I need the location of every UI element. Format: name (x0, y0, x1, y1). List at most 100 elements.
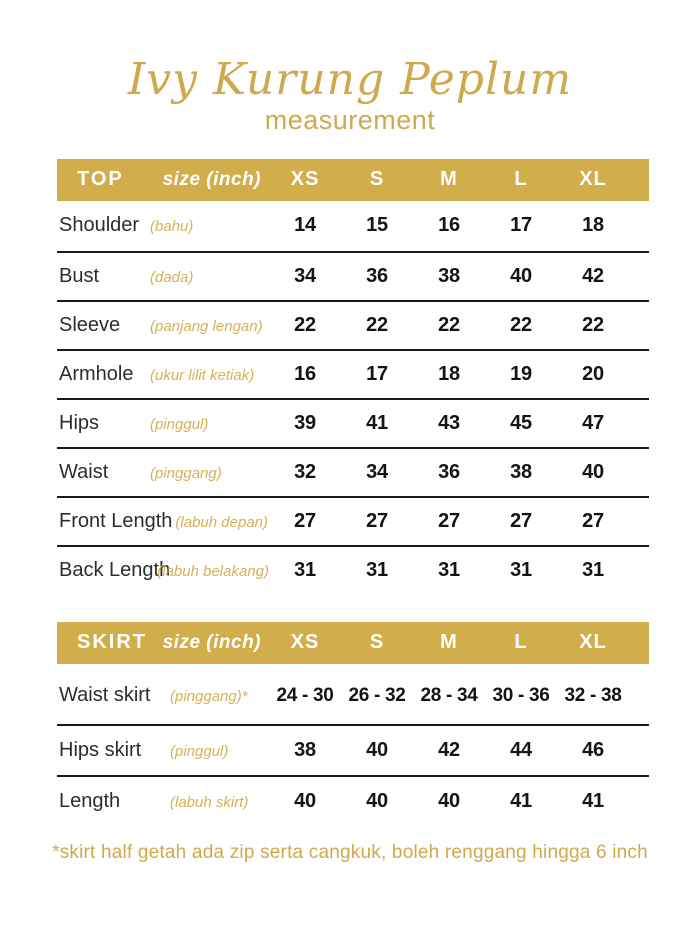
product-title: Ivy Kurung Peplum (127, 54, 573, 105)
size-column-header: M (440, 631, 458, 654)
size-value: 36 (438, 460, 460, 483)
row-label-malay: (pinggang)* (170, 688, 248, 706)
row-label-cell: Shoulder (bahu) (57, 214, 269, 237)
size-value: 41 (366, 411, 388, 434)
row-label: Front Length (59, 509, 173, 532)
size-column-header: XS (290, 631, 320, 654)
size-value: 46 (582, 738, 604, 761)
table-name: SKIRT (77, 631, 147, 654)
size-value: 32 (294, 460, 316, 483)
row-label: Shoulder (59, 214, 140, 237)
size-value: 36 (366, 264, 388, 287)
size-value: 27 (438, 509, 460, 532)
row-label-cell: Length (labuh skirt) (57, 790, 269, 813)
size-chart-sheet: Ivy Kurung Peplum measurement TOP size (… (0, 54, 700, 931)
size-value: 24 - 30 (276, 684, 334, 706)
row-label-malay: (labuh belakang) (157, 562, 269, 580)
size-value: 27 (510, 509, 532, 532)
size-value: 40 (582, 460, 604, 483)
top-table-rows: Shoulder (bahu) 14 15 16 17 18 Bust (dada) 34 36 38… (57, 201, 649, 594)
size-column-header: L (514, 168, 528, 191)
size-column-header: S (369, 168, 385, 191)
table-row: Waist skirt (pinggang)* 24 - 30 26 - 32 28 -… (57, 664, 649, 726)
row-label: Hips skirt (59, 738, 142, 761)
size-value: 22 (438, 313, 460, 336)
row-label-malay: (pinggul) (170, 742, 229, 760)
row-label: Armhole (59, 362, 134, 385)
size-value: 27 (582, 509, 604, 532)
unit-label: size (inch) (162, 168, 261, 190)
unit-label: size (inch) (162, 631, 261, 653)
size-value: 43 (438, 411, 460, 434)
size-value: 14 (294, 214, 316, 237)
row-label-malay: (ukur lilit ketiak) (150, 366, 255, 384)
size-value: 26 - 32 (348, 684, 406, 706)
size-value: 45 (510, 411, 532, 434)
size-value: 22 (294, 313, 316, 336)
row-label: Hips (59, 411, 100, 434)
size-column-header: S (369, 631, 385, 654)
size-column-header: M (440, 168, 458, 191)
row-label: Waist skirt (59, 684, 151, 707)
size-value: 41 (582, 789, 604, 812)
size-value: 30 - 36 (492, 684, 550, 706)
size-value: 17 (366, 362, 388, 385)
row-label-cell: Waist skirt (pinggang)* (57, 684, 269, 707)
row-label-cell: Front Length (labuh depan) (57, 510, 269, 533)
size-value: 42 (582, 264, 604, 287)
size-column-header: XL (579, 168, 607, 191)
size-value: 40 (366, 738, 388, 761)
size-value: 38 (510, 460, 532, 483)
row-label-cell: Hips skirt (pinggul) (57, 739, 269, 762)
top-table-header-bar: TOP size (inch) XS S M L XL (57, 158, 649, 201)
top-table-header-label-cell: TOP size (inch) (57, 168, 269, 191)
size-value: 42 (438, 738, 460, 761)
size-column-header: XS (290, 168, 320, 191)
size-value: 38 (438, 264, 460, 287)
size-value: 27 (366, 509, 388, 532)
size-value: 34 (294, 264, 316, 287)
size-value: 40 (294, 789, 316, 812)
size-value: 31 (510, 558, 532, 581)
row-label-malay: (panjang lengan) (150, 317, 263, 335)
row-label-cell: Waist (pinggang) (57, 461, 269, 484)
row-label: Bust (59, 264, 100, 287)
size-value: 40 (438, 789, 460, 812)
row-label: Back Length (59, 558, 171, 581)
row-label-cell: Back Length (labuh belakang) (57, 559, 269, 582)
size-value: 22 (582, 313, 604, 336)
skirt-table-header-bar: SKIRT size (inch) XS S M L XL (57, 621, 649, 664)
size-value: 32 - 38 (564, 684, 622, 706)
size-value: 27 (294, 509, 316, 532)
table-row: Length (labuh skirt) 40 40 40 41 41 (57, 777, 649, 826)
size-value: 31 (582, 558, 604, 581)
table-row: Bust (dada) 34 36 38 40 42 (57, 253, 649, 302)
row-label-malay: (bahu) (150, 218, 194, 236)
row-label-cell: Sleeve (panjang lengan) (57, 314, 269, 337)
size-value: 31 (438, 558, 460, 581)
size-value: 15 (366, 214, 388, 237)
size-value: 31 (366, 558, 388, 581)
row-label-cell: Hips (pinggul) (57, 412, 269, 435)
table-row: Back Length (labuh belakang) 31 31 31 31 31 (57, 547, 649, 594)
size-value: 19 (510, 362, 532, 385)
table-row: Shoulder (bahu) 14 15 16 17 18 (57, 201, 649, 253)
measurement-subtitle: measurement (264, 105, 436, 136)
size-value: 38 (294, 738, 316, 761)
row-label: Waist (59, 460, 109, 483)
table-row: Hips skirt (pinggul) 38 40 42 44 46 (57, 726, 649, 777)
size-column-header: XL (579, 631, 607, 654)
size-value: 34 (366, 460, 388, 483)
skirt-table-header-label-cell: SKIRT size (inch) (57, 631, 269, 654)
size-value: 18 (438, 362, 460, 385)
size-value: 41 (510, 789, 532, 812)
skirt-table-rows: Waist skirt (pinggang)* 24 - 30 26 - 32 28 -… (57, 664, 649, 826)
size-value: 22 (510, 313, 532, 336)
row-label: Length (59, 789, 121, 812)
size-value: 22 (366, 313, 388, 336)
table-row: Front Length (labuh depan) 27 27 27 27 27 (57, 498, 649, 547)
row-label-malay: (dada) (150, 268, 194, 286)
row-label: Sleeve (59, 313, 121, 336)
table-row: Armhole (ukur lilit ketiak) 16 17 18 19 20 (57, 351, 649, 400)
row-label-malay: (labuh skirt) (170, 793, 249, 811)
